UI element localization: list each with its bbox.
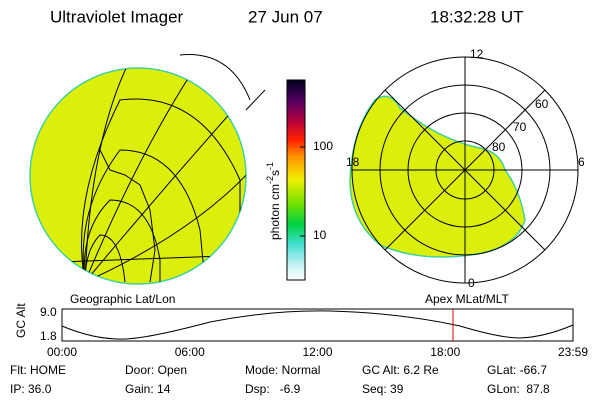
- timeline-ytick: 1.8: [40, 329, 57, 343]
- geographic-image: [29, 54, 266, 285]
- title: Ultraviolet Imager: [50, 7, 184, 26]
- time: 18:32:28 UT: [430, 7, 524, 26]
- polar-image: [349, 56, 579, 284]
- colorbar-tick: 100: [313, 139, 333, 153]
- colorbar-tick: 10: [313, 228, 327, 242]
- colorbar: [286, 79, 306, 281]
- timeline-frame: [61, 308, 574, 342]
- right-label: Apex MLat/MLT: [425, 292, 509, 306]
- timeline-xtick: 18:00: [430, 345, 460, 359]
- timeline-xticks: 00:00 06:00 12:00 18:00 23:59: [47, 345, 588, 359]
- timeline-axis-label: GC Alt: [14, 303, 28, 338]
- timeline-xtick: 06:00: [175, 345, 205, 359]
- status-field: Seq: 39: [362, 382, 404, 396]
- status-field: GLat: -66.7: [487, 363, 547, 377]
- status-field: Mode: Normal: [245, 363, 320, 377]
- date: 27 Jun 07: [248, 7, 323, 26]
- timeline-xtick: 12:00: [302, 345, 332, 359]
- timeline-xtick: 23:59: [558, 345, 588, 359]
- left-label: Geographic Lat/Lon: [70, 292, 175, 306]
- status-field: IP: 36.0: [10, 382, 52, 396]
- mlt-label: 6: [578, 155, 585, 169]
- altitude-curve: [61, 310, 574, 340]
- lat-label: 80: [492, 140, 506, 154]
- status: Flt: HOME Door: Open Mode: Normal GC Alt: 6…: [10, 363, 550, 396]
- timeline-xtick: 00:00: [47, 345, 77, 359]
- mlt-label: 18: [346, 155, 360, 169]
- status-field: Dsp: -6.9: [245, 382, 301, 396]
- status-field: Flt: HOME: [10, 363, 66, 377]
- status-field: Door: Open: [125, 363, 187, 377]
- lat-label: 70: [513, 120, 527, 134]
- mlt-label: 0: [468, 276, 475, 290]
- status-field: GC Alt: 6.2 Re: [362, 363, 439, 377]
- status-field: GLon: 87.8: [487, 382, 550, 396]
- mlt-label: 12: [470, 47, 484, 61]
- lat-label: 60: [535, 97, 549, 111]
- colorbar-label: photon cm-2s-1: [265, 162, 282, 240]
- timeline-ytick: 9.0: [40, 305, 57, 319]
- status-field: Gain: 14: [125, 382, 171, 396]
